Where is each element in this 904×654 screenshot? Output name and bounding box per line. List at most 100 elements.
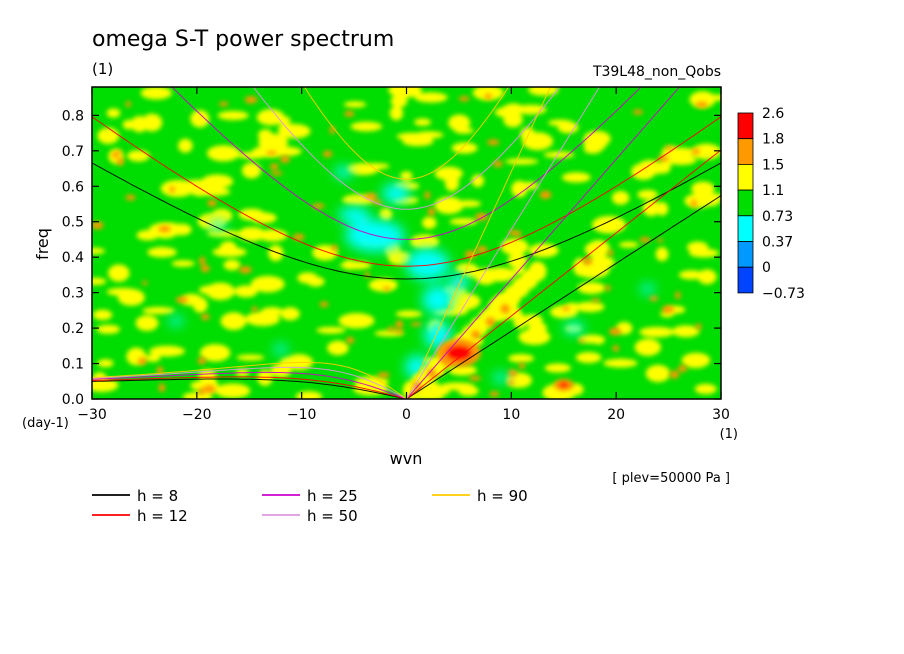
level-patch	[500, 238, 529, 256]
level-patch	[575, 301, 605, 313]
legend-label: h = 90	[477, 487, 528, 505]
level-patch	[92, 247, 106, 255]
level-patch	[377, 372, 390, 378]
level-patch	[250, 275, 285, 293]
level-patch	[665, 155, 697, 166]
level-patch	[446, 292, 481, 310]
level-patch	[279, 124, 311, 139]
level-patch	[414, 118, 432, 126]
plot-area	[91, 86, 722, 400]
level-patch	[520, 127, 536, 142]
colorbar-label: 2.6	[762, 106, 784, 122]
level-patch	[197, 187, 231, 197]
dispersion-curve-h8	[92, 162, 721, 399]
level-patch	[267, 115, 291, 125]
level-patch	[138, 357, 147, 365]
level-patch	[145, 354, 161, 362]
level-patch	[695, 101, 708, 108]
level-patch	[171, 260, 195, 267]
level-patch	[513, 314, 528, 329]
level-patch	[471, 174, 485, 188]
plev-annotation: [ plev=50000 Pa ]	[612, 471, 730, 486]
level-patch	[200, 264, 210, 273]
level-patch	[451, 142, 478, 154]
level-patch	[387, 326, 395, 332]
level-patch	[578, 338, 585, 343]
level-patch	[175, 296, 188, 303]
y-tick-label: 0.7	[62, 144, 84, 160]
level-patch	[125, 101, 131, 108]
low-power-blob	[273, 344, 288, 355]
gravity-wave-curve	[171, 87, 642, 240]
level-patch	[591, 215, 626, 234]
level-patch	[190, 110, 210, 128]
colorbar-label: 1.1	[762, 183, 784, 199]
colorbar-label: 0.73	[762, 209, 793, 225]
colorbar: 2.6 1.8 1.5 1.1 0.73 0.37 0 −0.73	[737, 106, 805, 302]
gravity-wave-curve	[303, 87, 510, 180]
level-patch	[505, 158, 539, 165]
level-patch	[649, 295, 659, 302]
x-axis-ticks: −30 −20 −10 0 10 20 30	[77, 87, 730, 423]
level-patch	[587, 240, 610, 256]
level-patch	[238, 227, 266, 242]
level-patch	[518, 362, 526, 370]
x-tick-label: −10	[287, 407, 317, 423]
level-patch	[424, 191, 431, 200]
level-patch	[691, 181, 715, 196]
level-patch	[351, 262, 365, 270]
level-patch	[396, 132, 427, 141]
level-patch	[410, 322, 423, 327]
level-patch	[270, 171, 283, 176]
level-patch	[207, 199, 217, 207]
level-patch	[639, 326, 675, 338]
dispersion-curve-h50	[92, 87, 601, 399]
level-patch	[202, 385, 216, 393]
level-patch	[97, 127, 120, 145]
level-patch	[343, 101, 367, 108]
level-patch	[487, 139, 500, 146]
legend-label: h = 12	[137, 507, 188, 525]
level-patch	[136, 230, 160, 241]
x-tick-label: 10	[502, 407, 520, 423]
level-patch	[279, 155, 290, 163]
level-patch	[677, 365, 688, 372]
colorbar-label: 0	[762, 260, 771, 276]
colorbar-label: 0.37	[762, 235, 793, 251]
level-patch	[266, 150, 277, 155]
level-patch	[489, 391, 500, 397]
level-patch	[140, 87, 172, 100]
kelvin-wave-curve	[406, 87, 601, 399]
level-patch	[672, 325, 700, 338]
level-patch	[657, 155, 669, 162]
legend: h = 8 h = 12 h = 25 h = 50 h = 90	[92, 487, 528, 525]
level-patch	[108, 264, 130, 282]
level-patch	[199, 344, 231, 362]
level-patch	[612, 345, 620, 352]
level-patch	[691, 199, 697, 208]
level-patch	[395, 310, 423, 318]
level-patch	[241, 162, 262, 179]
level-patch	[395, 320, 404, 329]
level-patch	[158, 383, 166, 392]
level-patch	[528, 321, 547, 336]
rossby-wave-curve	[92, 361, 407, 399]
level-patch	[484, 93, 492, 100]
level-patch	[582, 257, 593, 266]
level-patch	[206, 145, 240, 162]
level-patch	[178, 138, 193, 153]
low-power-blob	[448, 273, 469, 291]
y-tick-label: 0.1	[62, 357, 84, 373]
level-patch	[239, 266, 252, 274]
level-patch	[507, 369, 518, 378]
dispersion-curve-h25	[92, 87, 681, 399]
low-power-blob	[421, 285, 454, 314]
level-patch	[197, 357, 207, 365]
level-patch	[346, 336, 355, 344]
y-tick-label: 0.2	[62, 321, 84, 337]
level-patch	[223, 259, 241, 271]
level-patch	[656, 238, 664, 243]
level-patch	[322, 150, 333, 158]
level-patch	[611, 190, 630, 205]
level-patch	[548, 119, 573, 127]
